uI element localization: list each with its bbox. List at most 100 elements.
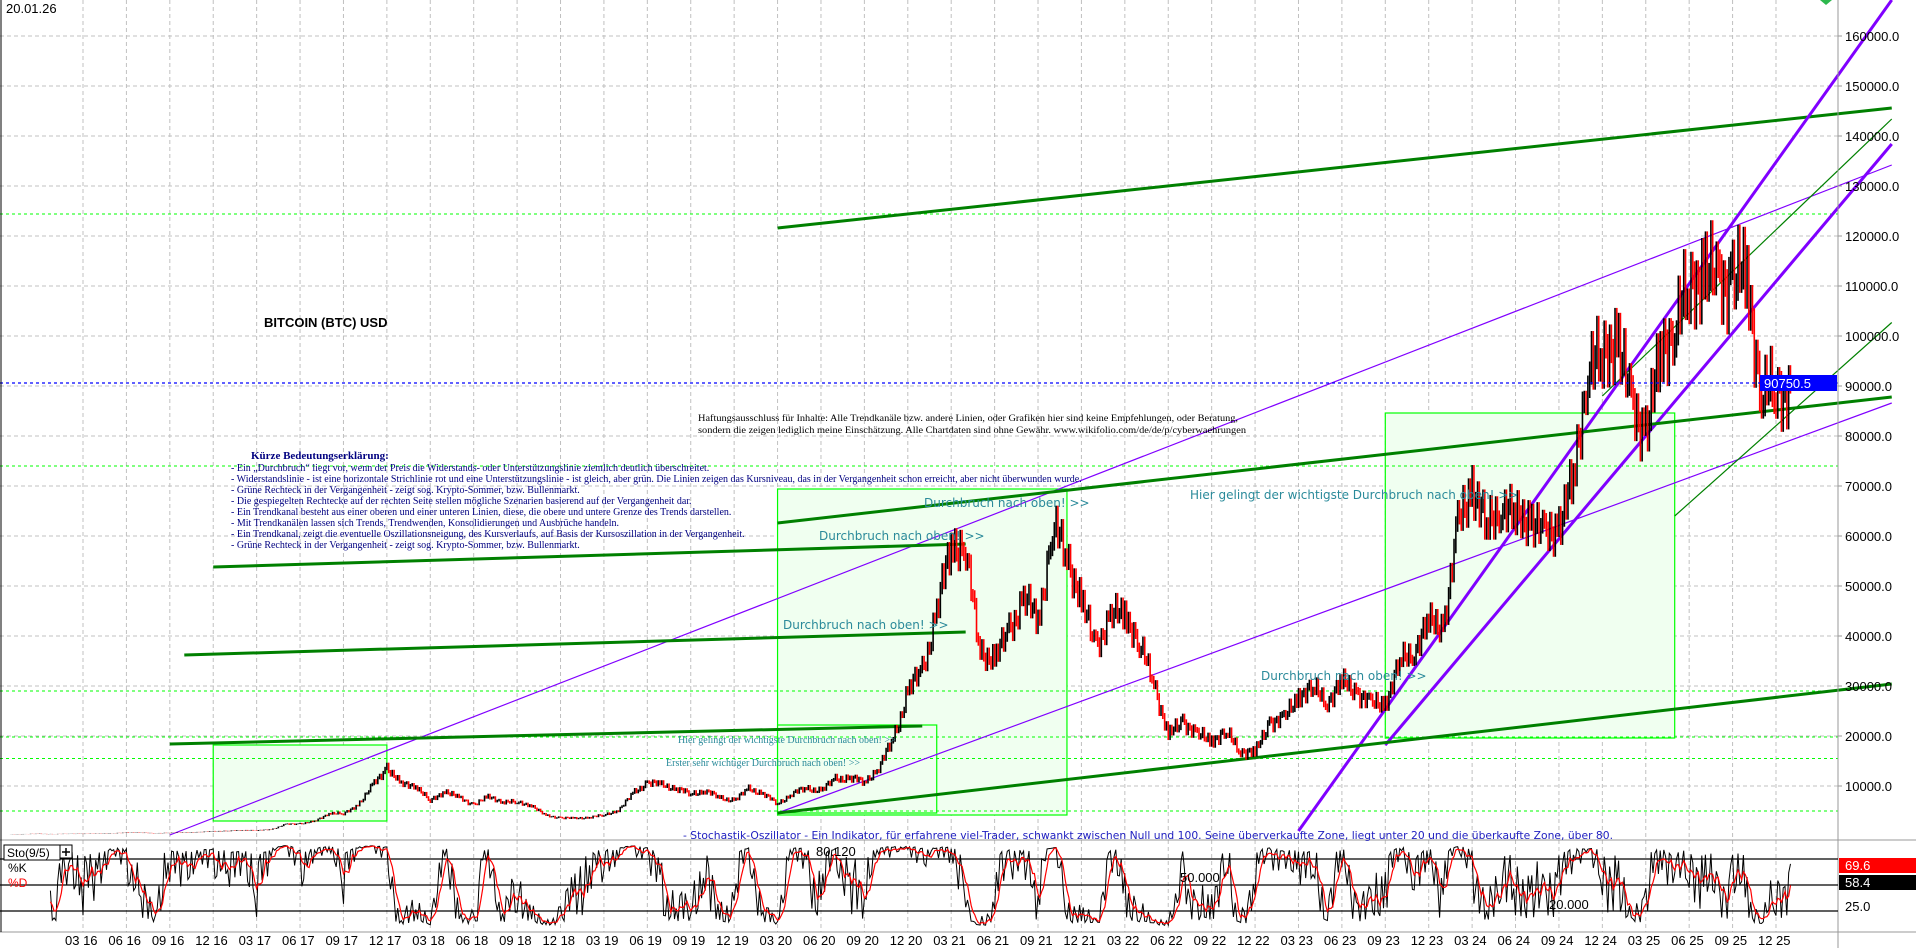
x-tick-label: 06 24 xyxy=(1498,933,1531,948)
stochastic-label: Sto(9/5) xyxy=(7,846,50,860)
legend-line: - Mit Trendkanälen lassen sich Trends, T… xyxy=(231,518,619,529)
legend-line: - Widerstandslinie - ist eine horizontal… xyxy=(231,474,1082,485)
x-tick-label: 09 23 xyxy=(1367,933,1400,948)
x-tick-label: 06 16 xyxy=(108,933,141,948)
y-tick-label: 150000.0 xyxy=(1845,79,1899,94)
x-tick-label: 06 18 xyxy=(456,933,489,948)
x-tick-label: 03 18 xyxy=(412,933,445,948)
time-axis[interactable]: 03 16 06 16 09 16 12 16 03 17 06 17 09 17 12 17… xyxy=(65,933,1791,948)
x-tick-label: 03 16 xyxy=(65,933,98,948)
x-tick-label: 03 23 xyxy=(1280,933,1313,948)
x-tick-label: 06 21 xyxy=(977,933,1010,948)
x-tick-label: 09 17 xyxy=(325,933,358,948)
trend-lines xyxy=(169,0,1893,836)
x-tick-label: 12 17 xyxy=(369,933,402,948)
x-tick-label: 03 17 xyxy=(239,933,272,948)
x-tick-label: 12 25 xyxy=(1758,933,1791,948)
last-price-value: 90750.5 xyxy=(1764,376,1811,391)
x-tick-label: 12 22 xyxy=(1237,933,1270,948)
y-tick-label: 130000.0 xyxy=(1845,179,1899,194)
stochastic-note: - Stochastik-Oszillator - Ein Indikator,… xyxy=(683,829,1613,842)
breakout-annotation: Durchbruch nach oben! >> xyxy=(924,496,1090,510)
d-label: %D xyxy=(8,876,28,890)
x-tick-label: 03 22 xyxy=(1107,933,1140,948)
legend-line: - Ein Trendkanal, zeigt die eventuelle O… xyxy=(231,529,745,540)
legend-line: - Grüne Rechteck in der Vergangenheit - … xyxy=(231,485,580,496)
stochastic-k-badge xyxy=(1839,875,1916,890)
stochastic-axis-label: 25.0 xyxy=(1845,899,1870,914)
legend-line: - Grüne Rechteck in der Vergangenheit - … xyxy=(231,540,580,551)
support-levels xyxy=(0,213,1838,812)
x-tick-label: 12 16 xyxy=(195,933,228,948)
stochastic-k-line xyxy=(49,845,1791,927)
x-tick-label: 06 23 xyxy=(1324,933,1357,948)
y-tick-label: 30000.0 xyxy=(1845,679,1892,694)
stochastic-d-line xyxy=(49,845,1792,925)
x-tick-label: 12 18 xyxy=(543,933,576,948)
x-tick-label: 09 16 xyxy=(152,933,185,948)
stochastic-d-badge xyxy=(1839,858,1916,873)
trend-line xyxy=(777,682,1892,815)
trend-line xyxy=(1384,143,1893,746)
x-tick-label: 03 20 xyxy=(760,933,793,948)
x-tick-label: 12 23 xyxy=(1411,933,1444,948)
breakout-annotation: Durchbruch nach oben! >> xyxy=(783,618,949,632)
x-tick-label: 06 19 xyxy=(629,933,662,948)
x-tick-label: 03 25 xyxy=(1628,933,1661,948)
breakout-annotation: Durchbruch nach oben! >> xyxy=(819,529,985,543)
green-zone xyxy=(212,744,388,822)
price-axis[interactable]: 10000.0 20000.0 30000.0 40000.0 50000.0 60000… xyxy=(1838,29,1899,794)
trend-line xyxy=(169,164,1892,836)
trend-line xyxy=(777,402,1892,814)
legend-line: - Ein Trendkanal besteht aus einer obere… xyxy=(231,507,731,518)
x-tick-label: 12 19 xyxy=(716,933,749,948)
x-tick-label: 09 24 xyxy=(1541,933,1574,948)
trend-line xyxy=(213,542,966,569)
legend-line: - Die gespiegelten Rechtecke auf der rec… xyxy=(231,496,692,507)
y-tick-label: 120000.0 xyxy=(1845,229,1899,244)
x-tick-label: 12 21 xyxy=(1063,933,1096,948)
first-important-breakout: Erster sehr wichtiger Durchbruch nach ob… xyxy=(666,758,860,769)
most-important-breakout-annotation: Hier gelingt der wichtigste Durchbruch n… xyxy=(1190,488,1518,502)
chart-date: 20.01.26 xyxy=(6,1,57,16)
y-tick-label: 20000.0 xyxy=(1845,729,1892,744)
x-tick-label: 09 19 xyxy=(673,933,706,948)
stochastic-k-value: 58.4 xyxy=(1845,875,1870,890)
last-price-badge xyxy=(1760,375,1837,391)
plus-icon xyxy=(62,848,70,856)
x-tick-label: 06 20 xyxy=(803,933,836,948)
marker-triangle-icon xyxy=(1820,0,1832,5)
trend-line xyxy=(184,630,966,657)
y-tick-label: 50000.0 xyxy=(1845,579,1892,594)
stochastic-d-value: 69.6 xyxy=(1845,858,1870,873)
y-tick-label: 110000.0 xyxy=(1845,279,1898,294)
price-candles xyxy=(9,220,1792,835)
stochastic-level-20: 20.000 xyxy=(1549,897,1589,912)
legend-block: Kürze Bedeutungserklärung: - Ein „Durchb… xyxy=(231,450,1082,551)
breakout-annotation: Durchbruch nach oben! >> xyxy=(1261,669,1427,683)
x-tick-label: 09 25 xyxy=(1715,933,1748,948)
legend-line: - Ein „Durchbruch“ liegt vor, wenn der P… xyxy=(231,463,709,474)
stochastic-level-80: 80.120 xyxy=(816,844,856,859)
disclaimer-line: sondern die zeigen lediglich meine Einsc… xyxy=(698,425,1246,436)
x-tick-label: 06 22 xyxy=(1150,933,1183,948)
x-tick-label: 09 18 xyxy=(499,933,532,948)
legend-title: Kürze Bedeutungserklärung: xyxy=(251,450,389,462)
y-tick-label: 80000.0 xyxy=(1845,429,1892,444)
most-important-breakout-small: Hier gelingt der wichtigste Durchbruch n… xyxy=(678,735,896,746)
x-tick-label: 03 19 xyxy=(586,933,619,948)
y-tick-label: 40000.0 xyxy=(1845,629,1892,644)
x-tick-label: 12 24 xyxy=(1584,933,1617,948)
x-tick-label: 06 25 xyxy=(1671,933,1704,948)
disclaimer-line: Haftungsausschluss für Inhalte: Alle Tre… xyxy=(698,413,1238,424)
y-tick-label: 160000.0 xyxy=(1845,29,1899,44)
stochastic-level-50: 50.000 xyxy=(1180,870,1220,885)
trend-line xyxy=(777,395,1892,525)
stochastic-panel xyxy=(0,845,1838,927)
chart-title: BITCOIN (BTC) USD xyxy=(264,315,388,330)
x-tick-label: 09 20 xyxy=(846,933,879,948)
y-tick-label: 140000.0 xyxy=(1845,129,1899,144)
y-tick-label: 60000.0 xyxy=(1845,529,1892,544)
x-tick-label: 03 21 xyxy=(933,933,966,948)
